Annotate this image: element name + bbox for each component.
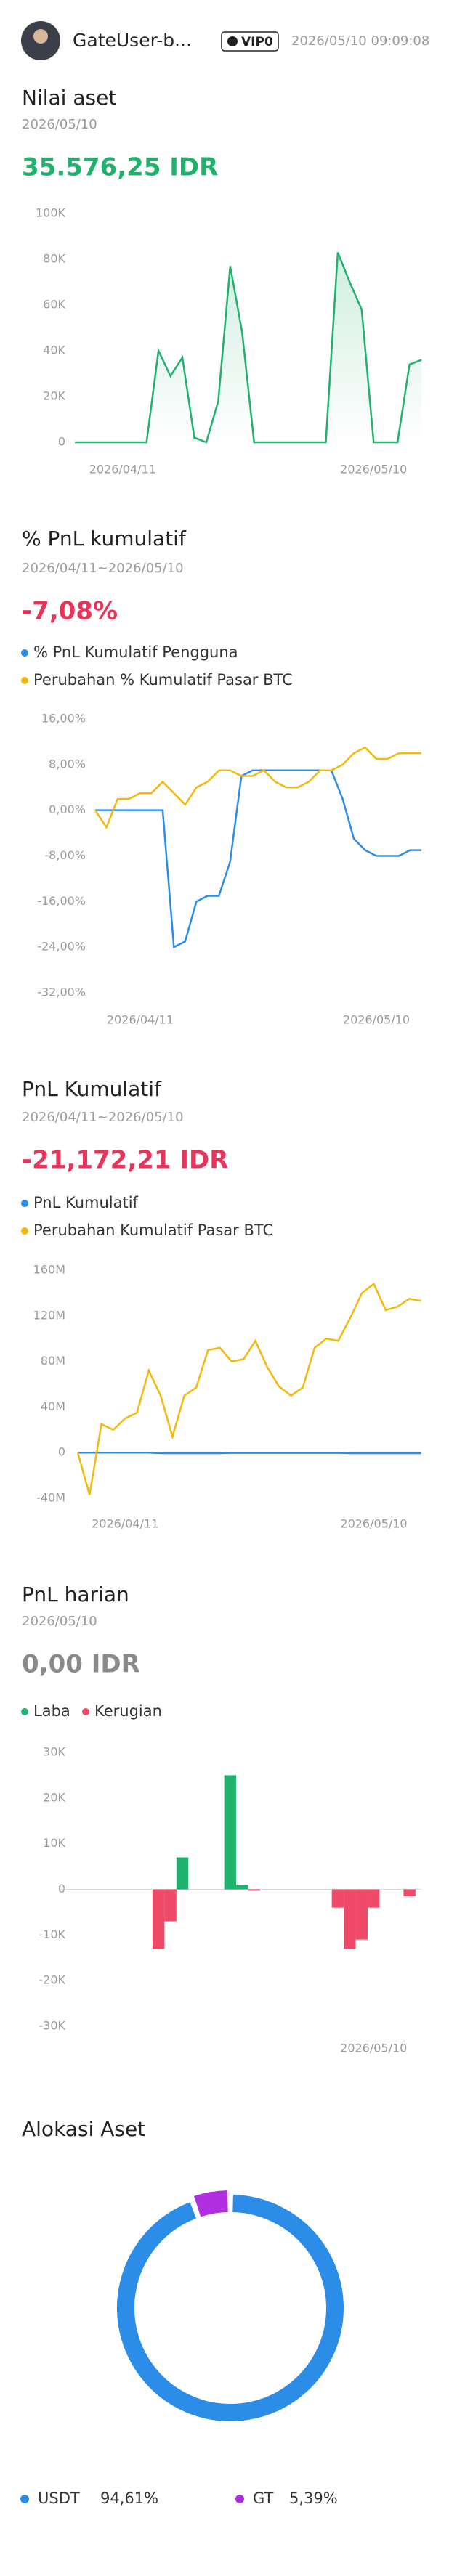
bar [368, 1889, 380, 1908]
y-tick-label: -16,00% [37, 894, 86, 908]
x-tick-label: 2026/05/10 [340, 2041, 407, 2055]
legend-label: % PnL Kumulatif Pengguna [33, 643, 238, 661]
y-tick-label: -10K [39, 1927, 65, 1941]
y-tick-label: 80M [41, 1354, 65, 1368]
headline-value: 35.576,25 IDR [22, 153, 218, 182]
y-tick-label: -8,00% [44, 848, 86, 862]
x-tick-label: 2026/05/10 [340, 1517, 407, 1531]
area-line [75, 252, 422, 444]
y-tick-label: 0 [58, 435, 65, 449]
bar [248, 1889, 260, 1891]
headline-value: -7,08% [22, 597, 118, 626]
headline-value: 0,00 IDR [22, 1650, 140, 1679]
bar [403, 1889, 416, 1896]
y-tick-label: -24,00% [37, 940, 86, 954]
y-tick-label: 20K [43, 389, 65, 403]
headline-value: -21,172,21 IDR [22, 1146, 228, 1175]
y-tick-label: -40M [36, 1491, 65, 1505]
bar [176, 1857, 189, 1890]
bar [164, 1889, 177, 1922]
section-title: Nilai aset [22, 86, 116, 110]
vip-label: VIP0 [241, 35, 273, 49]
series-line [78, 1451, 421, 1455]
y-tick-label: 0,00% [49, 803, 86, 816]
area-fill [75, 252, 422, 442]
legend-dot [20, 2495, 29, 2503]
legend-label: PnL Kumulatif [33, 1194, 139, 1211]
legend-dot [21, 1227, 28, 1235]
bar [355, 1889, 368, 1940]
bar [224, 1775, 237, 1890]
legend-dot [82, 1708, 89, 1715]
x-tick-label: 2026/05/10 [343, 1013, 410, 1027]
section-title: Alokasi Aset [22, 2117, 145, 2141]
section-date: 2026/05/10 [22, 1614, 97, 1629]
legend-value: 94,61% [100, 2490, 158, 2507]
legend-dot [21, 677, 28, 684]
y-tick-label: 10K [43, 1836, 65, 1850]
y-tick-label: 40K [43, 344, 65, 357]
x-tick-label: 2026/04/11 [107, 1013, 174, 1027]
y-tick-label: 20K [43, 1790, 65, 1804]
y-tick-label: 8,00% [49, 757, 86, 771]
y-tick-label: -30K [39, 2019, 65, 2033]
y-tick-label: 16,00% [41, 712, 86, 726]
legend-label: Kerugian [94, 1702, 162, 1720]
y-tick-label: 120M [33, 1308, 65, 1322]
y-tick-label: 100K [36, 206, 66, 220]
series-line [95, 769, 421, 949]
section-title: % PnL kumulatif [22, 527, 187, 550]
section-date: 2026/04/11~2026/05/10 [22, 561, 184, 576]
avatar-face [33, 29, 48, 44]
bar [152, 1889, 165, 1949]
legend-label: USDT [38, 2490, 80, 2507]
y-tick-label: 40M [41, 1399, 65, 1413]
donut-segment [117, 2195, 344, 2421]
series-line [76, 1282, 421, 1495]
legend-label: GT [253, 2490, 274, 2507]
legend-label: Laba [33, 1702, 70, 1720]
series-line [94, 746, 421, 829]
legend-dot [21, 1200, 28, 1207]
y-tick-label: -32,00% [37, 986, 86, 999]
bar [331, 1889, 344, 1908]
y-tick-label: 80K [43, 252, 65, 266]
y-tick-label: 0 [58, 1882, 65, 1896]
legend-label: Perubahan Kumulatif Pasar BTC [33, 1222, 273, 1239]
donut-segment [194, 2190, 229, 2217]
bar [236, 1885, 248, 1890]
x-tick-label: 2026/04/11 [89, 463, 156, 476]
y-tick-label: -20K [39, 1973, 65, 1987]
section-date: 2026/05/10 [22, 117, 97, 132]
legend-dot [21, 649, 28, 657]
y-tick-label: 60K [43, 298, 65, 312]
x-tick-label: 2026/04/11 [92, 1517, 158, 1531]
legend-dot [235, 2495, 244, 2503]
x-tick-label: 2026/05/10 [340, 463, 407, 476]
timestamp: 2026/05/10 09:09:08 [291, 33, 429, 49]
username[interactable]: GateUser-b... [73, 30, 192, 51]
legend-dot [21, 1708, 28, 1715]
section-date: 2026/04/11~2026/05/10 [22, 1110, 184, 1125]
bar [344, 1889, 356, 1949]
section-title: PnL Kumulatif [22, 1077, 162, 1101]
y-tick-label: 30K [43, 1745, 65, 1759]
section-title: PnL harian [22, 1582, 129, 1606]
legend-label: Perubahan % Kumulatif Pasar BTC [33, 671, 293, 688]
vip-badge [221, 31, 279, 52]
y-tick-label: 160M [33, 1263, 65, 1277]
vip-icon [227, 36, 238, 46]
legend-value: 5,39% [289, 2490, 338, 2507]
y-tick-label: 0 [58, 1445, 65, 1459]
